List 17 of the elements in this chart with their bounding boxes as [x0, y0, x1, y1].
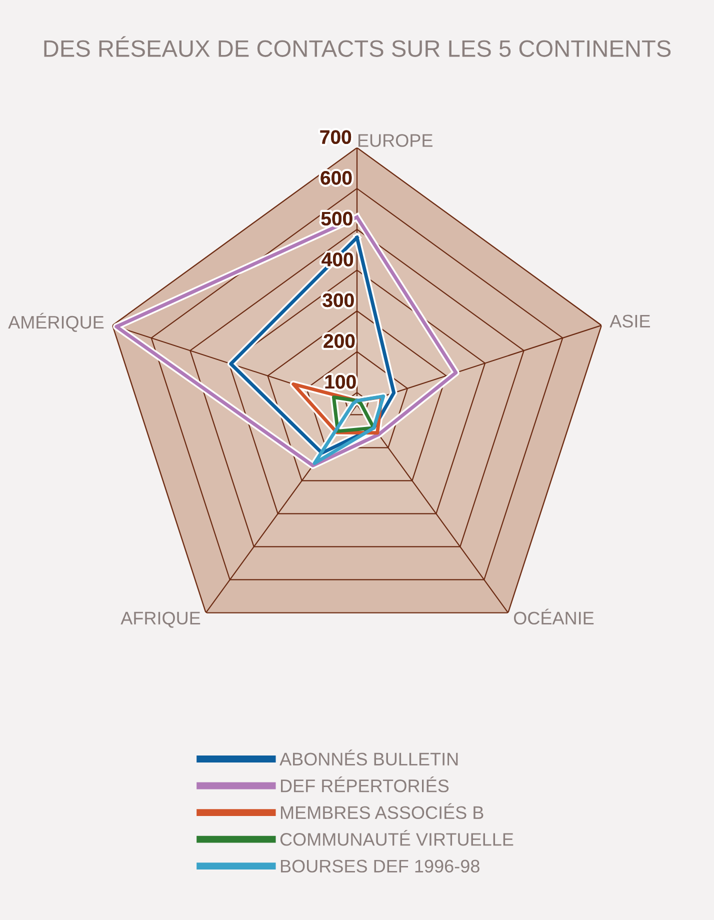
spoke-label: AMÉRIQUE	[8, 312, 104, 332]
y-tick-label: 500	[321, 212, 352, 226]
y-tick-label: 100	[325, 374, 356, 389]
y-tick-label: 200	[324, 334, 355, 348]
legend-label: COMMUNAUTÉ VIRTUELLE	[280, 830, 514, 846]
spoke-label: ASIE	[610, 314, 650, 328]
y-tick-label: 700	[320, 130, 352, 144]
spoke-label: EUROPE	[358, 134, 432, 147]
legend-label: BOURSES DEF 1996-98	[280, 860, 480, 873]
legend-label: ABONNÉS BULLETIN	[280, 750, 458, 766]
y-tick-label: 600	[320, 170, 352, 185]
spoke-label: AFRIQUE	[120, 612, 200, 628]
spoke-label: OCÉANIE	[514, 608, 594, 625]
y-tick-label: 300	[322, 293, 354, 308]
chart-title: DES RÉSEAUX DE CONTACTS SUR LES 5 CONTINENTS	[44, 36, 671, 57]
legend-label: DEF RÉPERTORIÉS	[280, 776, 449, 792]
legend-label: MEMBRES ASSOCIÉS B	[280, 803, 484, 820]
